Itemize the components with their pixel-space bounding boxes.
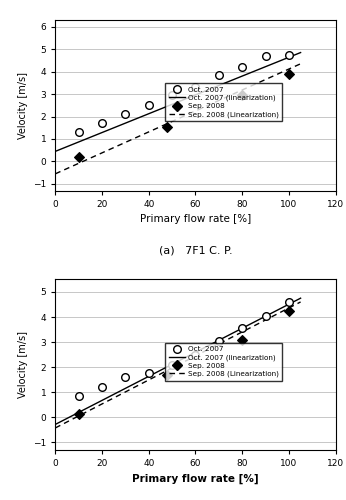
- X-axis label: Primary flow rate [%]: Primary flow rate [%]: [140, 214, 251, 224]
- Y-axis label: Velocity [m/s]: Velocity [m/s]: [18, 72, 28, 139]
- Text: (a)   7F1 C. P.: (a) 7F1 C. P.: [159, 245, 232, 255]
- Legend: Oct. 2007, Oct. 2007 (linearization), Sep. 2008, Sep. 2008 (Linearization): Oct. 2007, Oct. 2007 (linearization), Se…: [165, 342, 282, 380]
- Legend: Oct. 2007, Oct. 2007 (linearization), Sep. 2008, Sep. 2008 (Linearization): Oct. 2007, Oct. 2007 (linearization), Se…: [165, 84, 282, 121]
- Y-axis label: Velocity [m/s]: Velocity [m/s]: [18, 331, 28, 398]
- X-axis label: Primary flow rate [%]: Primary flow rate [%]: [132, 474, 259, 484]
